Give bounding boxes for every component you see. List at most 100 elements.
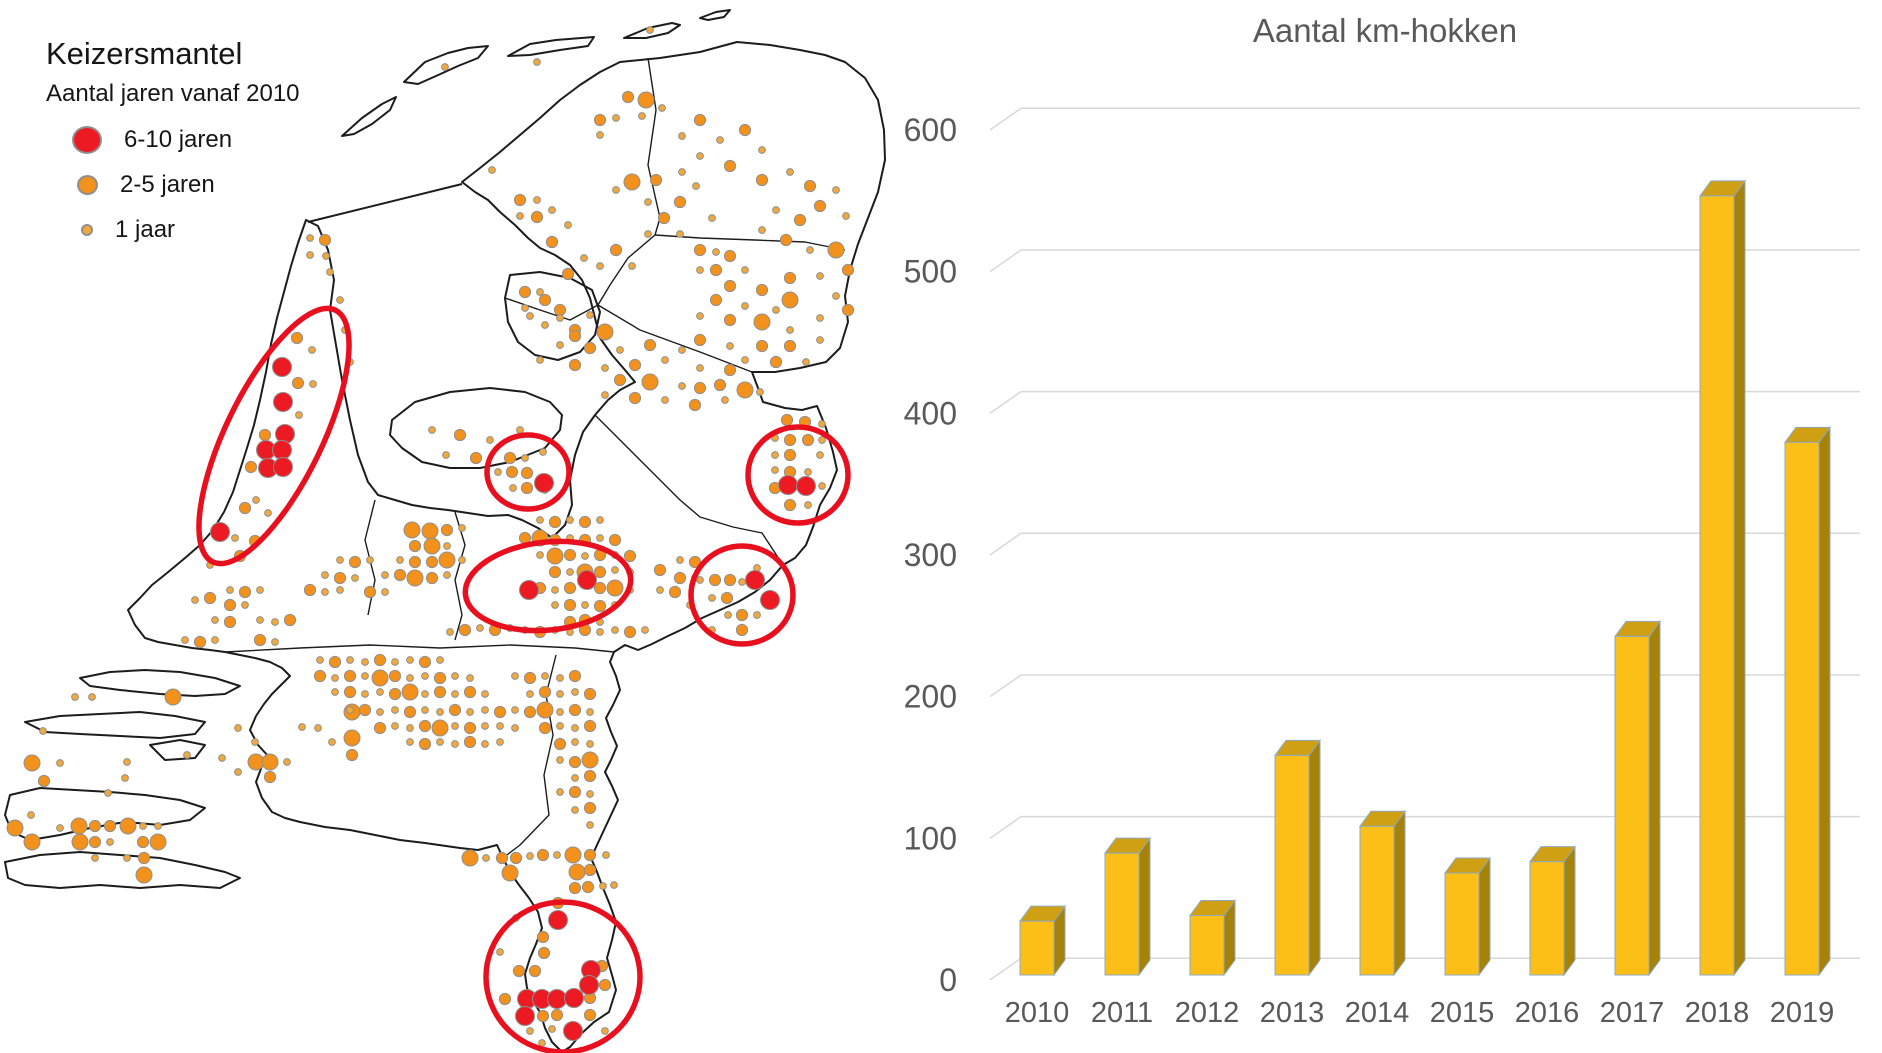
orange-dot <box>720 591 734 605</box>
orange-dot <box>548 1025 556 1033</box>
island-schouwen <box>24 711 206 739</box>
orange-dot <box>481 706 489 714</box>
orange-dot <box>623 549 637 563</box>
highlight-circle <box>688 543 796 647</box>
orange-dot <box>612 114 620 122</box>
orange-dot <box>586 821 594 829</box>
orange-dot <box>135 866 153 884</box>
orange-dot <box>709 263 723 277</box>
orange-dot <box>712 248 720 256</box>
orange-dot <box>816 451 824 459</box>
y-tick-label: 600 <box>904 112 957 148</box>
orange-dot <box>601 391 609 399</box>
orange-dot <box>121 774 129 782</box>
orange-dot <box>548 206 556 214</box>
orange-dot <box>563 581 577 595</box>
legend-label: 1 jaar <box>115 216 176 243</box>
orange-dot <box>123 854 131 862</box>
orange-dot <box>596 534 604 542</box>
orange-dot <box>406 674 414 682</box>
x-tick-label: 2016 <box>1515 997 1580 1029</box>
orange-dot <box>568 863 586 881</box>
bar-front-face <box>1104 852 1140 976</box>
orange-dot <box>333 571 347 585</box>
orange-dot <box>271 638 279 646</box>
orange-dot <box>191 596 199 604</box>
bar-front-face <box>1614 635 1650 976</box>
orange-dot <box>536 930 550 944</box>
orange-dot <box>376 708 384 716</box>
orange-dot <box>609 243 623 257</box>
bar-side-face <box>1393 809 1406 977</box>
red-dot-icon <box>72 126 102 154</box>
red-dot <box>563 1021 583 1041</box>
orange-dot <box>421 706 429 714</box>
orange-dot <box>709 293 723 307</box>
bar-2010 <box>1019 904 1066 977</box>
orange-dot <box>448 703 462 717</box>
bar-side-face <box>1818 425 1831 977</box>
orange-dot <box>693 381 707 395</box>
orange-dot <box>183 751 191 759</box>
orange-dot <box>583 687 597 701</box>
orange-dot <box>596 323 614 341</box>
orange-dot <box>71 693 79 701</box>
orange-dot <box>563 598 577 612</box>
x-tick-label: 2017 <box>1600 997 1665 1029</box>
orange-dot <box>613 373 627 387</box>
orange-dot <box>226 586 234 594</box>
orange-dot <box>713 378 727 392</box>
orange-dot <box>678 168 686 176</box>
bar-side-face <box>1308 738 1321 977</box>
orange-dot <box>621 90 635 104</box>
orange-dot <box>741 302 749 310</box>
orange-dot <box>841 303 855 317</box>
orange-dot <box>139 822 147 830</box>
orange-dot <box>461 849 479 867</box>
orange-dot <box>804 468 812 476</box>
orange-dot <box>149 833 167 851</box>
orange-dot <box>509 851 523 865</box>
chart-bars <box>1019 179 1831 977</box>
orange-dot <box>724 611 732 619</box>
orange-dot <box>336 556 344 564</box>
orange-dot <box>581 552 589 560</box>
chart-title: Aantal km-hokken <box>1253 12 1517 49</box>
small-dot-icon <box>81 224 93 236</box>
orange-dot <box>673 571 687 585</box>
orange-dot <box>610 881 618 889</box>
orange-dot <box>696 266 704 274</box>
orange-dot <box>779 233 793 247</box>
orange-dot <box>234 768 242 776</box>
orange-dot <box>381 571 389 579</box>
orange-dot <box>553 737 567 751</box>
red-dot <box>577 570 597 590</box>
orange-dot <box>271 618 279 626</box>
orange-dot <box>433 685 447 699</box>
red-dot <box>745 570 765 590</box>
orange-dot <box>136 835 150 849</box>
bar-side-face <box>1138 836 1151 977</box>
orange-dot <box>263 770 277 784</box>
orange-dot <box>556 788 564 796</box>
orange-dot <box>496 738 504 746</box>
orange-dot <box>538 721 552 735</box>
orange-dot <box>566 516 574 524</box>
red-dot <box>273 392 293 412</box>
orange-dot <box>688 398 702 412</box>
gridline <box>989 532 1860 556</box>
orange-dot <box>526 852 534 860</box>
orange-dot <box>641 373 659 391</box>
orange-dot <box>481 740 489 748</box>
bar-front-face <box>1529 861 1565 976</box>
orange-dot <box>193 635 207 649</box>
orange-dot <box>482 854 490 862</box>
orange-dot <box>440 523 454 537</box>
orange-dot <box>373 653 387 667</box>
orange-dot <box>443 542 451 550</box>
orange-dot <box>568 881 582 895</box>
bar-front-face <box>1189 914 1225 976</box>
orange-dot <box>295 411 303 419</box>
orange-dot <box>551 586 559 594</box>
orange-dot <box>586 740 594 748</box>
